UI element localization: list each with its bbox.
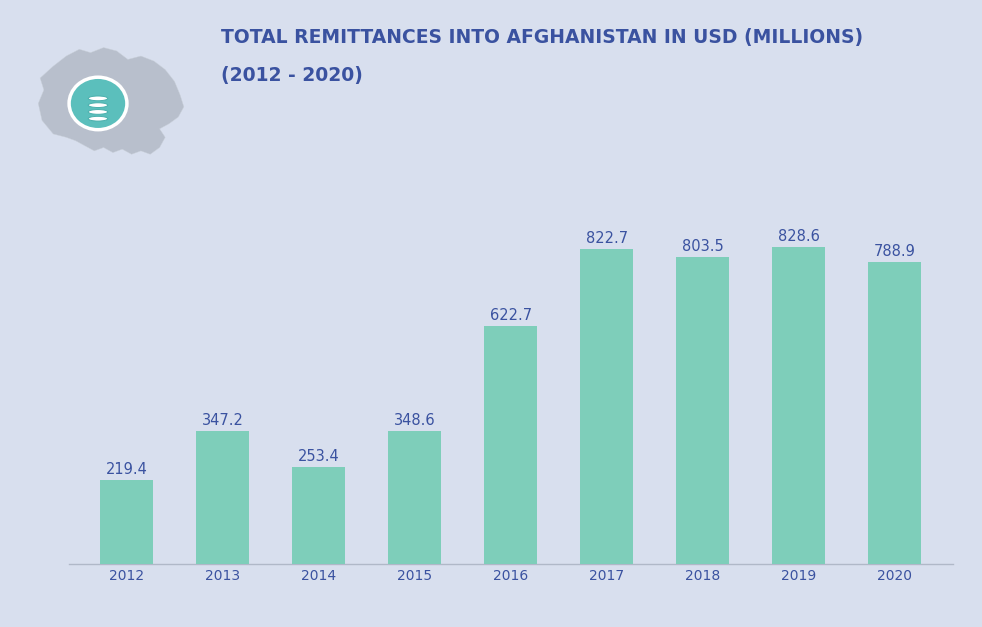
- Circle shape: [69, 77, 127, 130]
- Text: (2012 - 2020): (2012 - 2020): [221, 66, 362, 85]
- Ellipse shape: [88, 117, 108, 121]
- Ellipse shape: [88, 110, 108, 114]
- Bar: [773, 247, 825, 564]
- Text: TOTAL REMITTANCES INTO AFGHANISTAN IN USD (MILLIONS): TOTAL REMITTANCES INTO AFGHANISTAN IN US…: [221, 28, 863, 47]
- Ellipse shape: [88, 96, 108, 101]
- Text: 253.4: 253.4: [298, 449, 340, 464]
- Ellipse shape: [88, 103, 108, 107]
- Bar: [484, 326, 537, 564]
- Text: 803.5: 803.5: [682, 239, 724, 254]
- Bar: [196, 431, 248, 564]
- Text: 347.2: 347.2: [201, 413, 244, 428]
- Text: 622.7: 622.7: [490, 308, 531, 323]
- Text: 828.6: 828.6: [778, 229, 820, 244]
- Bar: [580, 250, 633, 564]
- Bar: [292, 467, 345, 564]
- Bar: [100, 480, 153, 564]
- Polygon shape: [38, 48, 184, 154]
- Text: 348.6: 348.6: [394, 413, 435, 428]
- Text: 788.9: 788.9: [874, 245, 916, 259]
- Text: 822.7: 822.7: [585, 231, 627, 246]
- Text: 219.4: 219.4: [105, 462, 147, 477]
- Bar: [677, 256, 730, 564]
- Bar: [388, 431, 441, 564]
- Bar: [868, 262, 921, 564]
